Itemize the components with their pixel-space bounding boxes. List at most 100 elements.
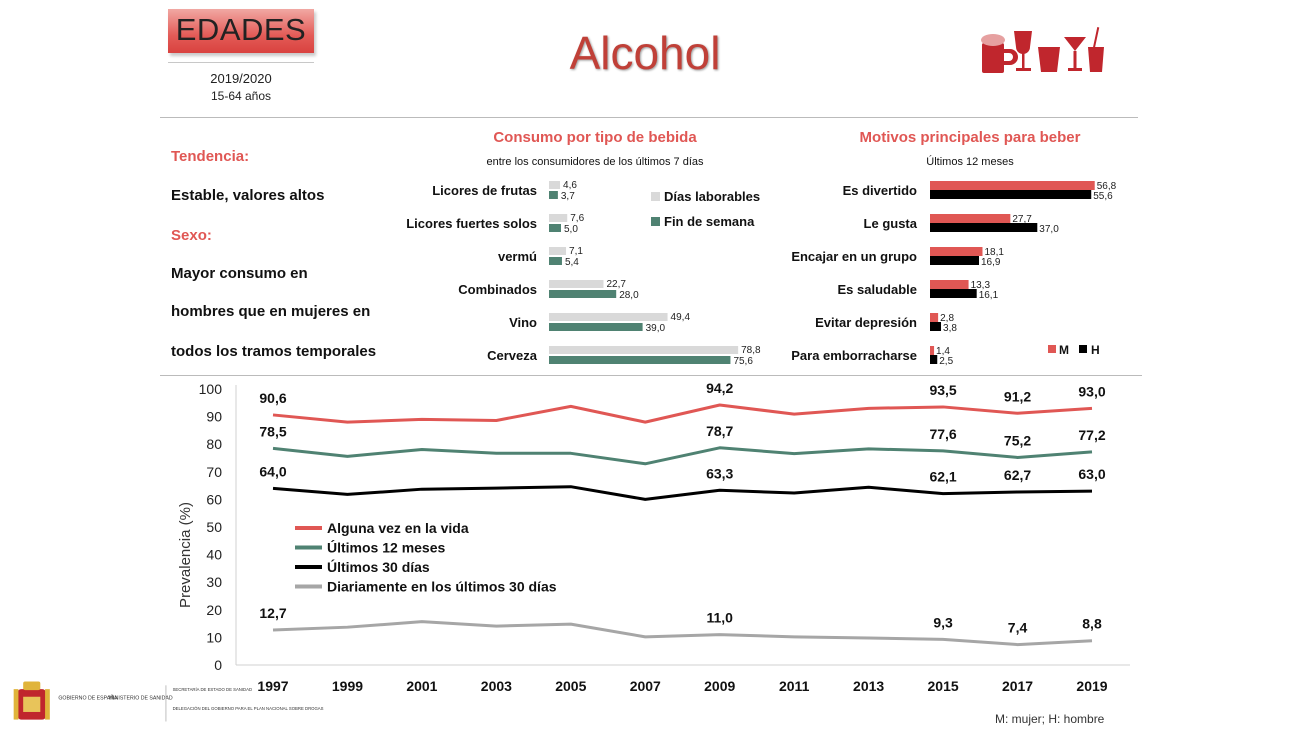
y-tick-label: 30 [206, 574, 222, 590]
motives-category-label: Es saludable [838, 282, 917, 297]
sex-label: Sexo: [171, 227, 212, 244]
motives-category-label: Evitar depresión [815, 315, 917, 330]
y-tick-label: 60 [206, 491, 222, 507]
survey-year: 2019/2020 [210, 71, 272, 86]
series-2-data-label: 75,2 [1004, 432, 1031, 448]
x-tick-label: 2011 [779, 678, 810, 694]
trend-value: Estable, valores altos [171, 187, 325, 204]
drinks-legend-weekend: Fin de semana [664, 214, 755, 229]
drinks-category-label: Vino [509, 315, 537, 330]
motives-label-men: 3,8 [943, 323, 957, 334]
x-tick-label: 2003 [481, 678, 512, 694]
drinks-category-label: Combinados [458, 282, 537, 297]
x-tick-label: 2007 [630, 678, 661, 694]
drinks-chart-title: Consumo por tipo de bebida [493, 129, 697, 146]
logo-line-3: SECRETARÍA DE ESTADO DE SANIDAD [173, 687, 252, 692]
motives-bar-women [930, 181, 1095, 190]
motives-bar-men [930, 223, 1038, 232]
series-4-data-label: 12,7 [259, 605, 286, 621]
drinks-bar-weekend [549, 191, 558, 199]
motives-label-women: 56,8 [1097, 181, 1117, 192]
y-tick-label: 0 [214, 657, 222, 673]
x-tick-label: 2005 [555, 678, 586, 694]
drinks-category-label: vermú [498, 249, 537, 264]
drinks-label-weekday: 78,8 [741, 345, 761, 356]
motives-bar-women [930, 346, 935, 355]
motives-label-men: 55,6 [1093, 191, 1113, 202]
y-tick-label: 90 [206, 409, 222, 425]
drinks-label-weekday: 4,6 [563, 180, 577, 191]
trend-label: Tendencia: [171, 148, 250, 165]
drinks-bar-weekend [549, 257, 562, 265]
motives-bar-men [930, 190, 1092, 199]
drinks-legend-swatch-weekend [651, 217, 660, 226]
drinks-label-weekend: 5,0 [564, 224, 578, 235]
series-1-data-label: 93,0 [1078, 383, 1105, 399]
drinks-label-weekday: 7,1 [569, 246, 583, 257]
sex-line-2: hombres que en mujeres en [171, 303, 371, 320]
motives-bar-men [930, 322, 942, 331]
logo-line-1: GOBIERNO DE ESPAÑA [58, 695, 118, 702]
legend-label-3: Últimos 30 días [327, 558, 430, 575]
drinks-label-weekend: 39,0 [646, 323, 666, 334]
motives-label-men: 16,1 [979, 290, 999, 301]
drinks-label-weekend: 3,7 [561, 191, 575, 202]
x-tick-label: 2019 [1076, 678, 1107, 694]
x-tick-label: 2001 [406, 678, 437, 694]
motives-bar-women [930, 214, 1011, 223]
drinks-legend-weekday: Días laborables [664, 189, 760, 204]
motives-label-men: 16,9 [981, 257, 1001, 268]
drinks-label-weekend: 28,0 [619, 290, 639, 301]
series-line-2 [272, 446, 1093, 466]
series-2-data-label: 78,5 [259, 423, 286, 439]
drinks-bar-weekday [549, 181, 561, 189]
motives-legend-men: H [1091, 343, 1100, 357]
logo-line-4: DELEGACIÓN DEL GOBIERNO PARA EL PLAN NAC… [173, 706, 324, 711]
page-title: Alcohol [569, 27, 721, 79]
motives-legend-swatch-men [1079, 345, 1087, 353]
drinks-category-label: Cerveza [487, 348, 538, 363]
x-tick-label: 2017 [1002, 678, 1033, 694]
motives-label-women: 1,4 [936, 346, 950, 357]
series-3-data-label: 64,0 [259, 463, 286, 479]
motives-bar-men [930, 289, 977, 298]
legend-label-2: Últimos 12 meses [327, 539, 445, 556]
legend-label-1: Alguna vez en la vida [327, 520, 469, 536]
sex-line-1: Mayor consumo en [171, 265, 308, 282]
drinks-label-weekday: 7,6 [570, 213, 584, 224]
legend-label-4: Diariamente en los últimos 30 días [327, 579, 557, 595]
series-line-4 [272, 620, 1093, 647]
drinks-chart-subtitle: entre los consumidores de los últimos 7 … [486, 156, 704, 168]
drinks-label-weekday: 22,7 [606, 279, 626, 290]
x-tick-label: 2013 [853, 678, 884, 694]
motives-legend-women: M [1059, 343, 1069, 357]
motives-label-men: 37,0 [1039, 224, 1059, 235]
y-axis-label: Prevalencia (%) [177, 502, 194, 608]
x-tick-label: 2009 [704, 678, 735, 694]
series-3-data-label: 62,7 [1004, 467, 1031, 483]
series-2-data-label: 77,2 [1078, 427, 1105, 443]
edades-divider [168, 62, 314, 63]
drinks-bar-weekday [549, 346, 739, 354]
middle-divider [160, 375, 1142, 376]
motives-legend-swatch-women [1048, 345, 1056, 353]
motives-bar-women [930, 280, 969, 289]
edades-badge [168, 9, 314, 53]
motives-chart-subtitle: Últimos 12 meses [926, 156, 1014, 168]
motives-label-men: 2,5 [939, 356, 953, 367]
motives-category-label: Le gusta [864, 216, 918, 231]
motives-bar-women [930, 313, 939, 322]
drinks-bar-weekday [549, 214, 568, 222]
government-logo: GOBIERNO DE ESPAÑA MINISTERIO DE SANIDAD… [6, 672, 324, 731]
y-tick-label: 50 [206, 519, 222, 535]
y-tick-label: 70 [206, 464, 222, 480]
motives-label-women: 2,8 [940, 313, 954, 324]
drinks-category-label: Licores de frutas [432, 183, 537, 198]
series-3-data-label: 63,3 [706, 465, 733, 481]
y-tick-label: 100 [199, 381, 223, 397]
series-line-1 [272, 403, 1093, 424]
logo-line-2: MINISTERIO DE SANIDAD [109, 696, 173, 702]
